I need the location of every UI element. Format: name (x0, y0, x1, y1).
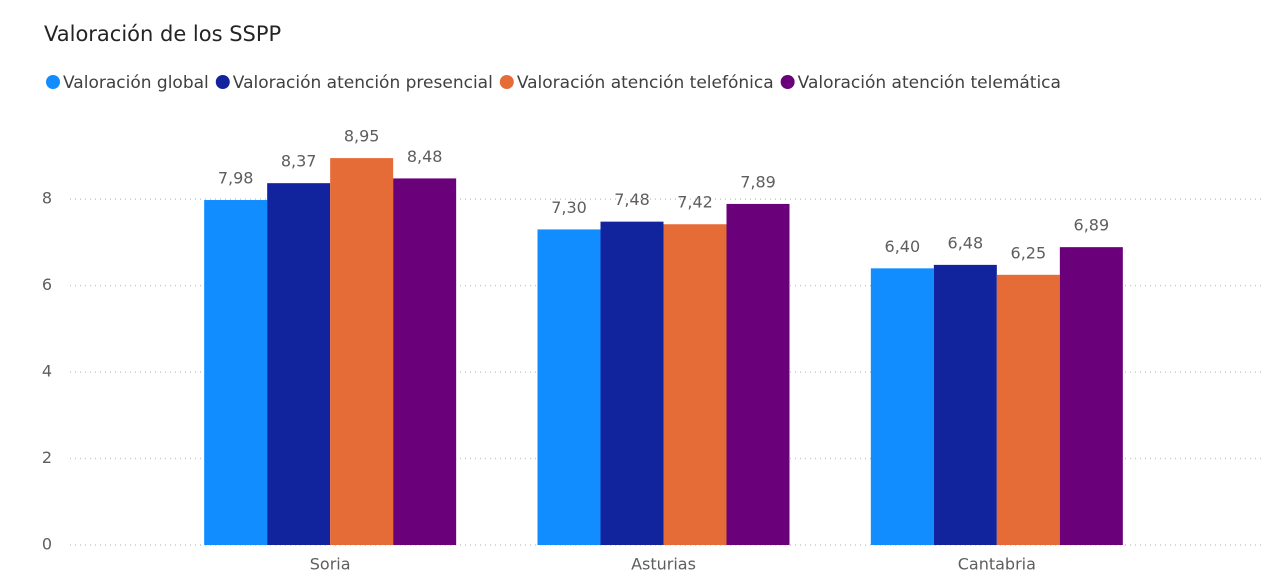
y-tick-label: 8 (42, 189, 52, 208)
bar (267, 183, 331, 545)
data-label: 7,89 (740, 172, 776, 191)
bar (600, 221, 664, 546)
data-label: 8,37 (281, 152, 317, 171)
x-tick-label: Cantabria (958, 555, 1036, 574)
data-label: 6,25 (1011, 243, 1047, 262)
legend-marker (46, 75, 60, 89)
bar (1059, 247, 1123, 545)
bar (204, 200, 268, 545)
data-label: 7,98 (218, 169, 254, 188)
x-tick-label: Asturias (631, 555, 696, 574)
legend-marker (780, 75, 795, 89)
legend-marker (499, 75, 514, 89)
data-label: 7,48 (614, 190, 650, 209)
legend-label: Valoración atención telefónica (517, 73, 774, 93)
y-tick-label: 4 (42, 362, 52, 381)
legend-label: Valoración atención telemática (798, 73, 1061, 93)
data-label: 6,48 (948, 233, 984, 252)
y-tick-label: 0 (42, 535, 52, 554)
legend-marker (215, 75, 230, 89)
data-label: 8,48 (407, 147, 443, 166)
bar (996, 274, 1060, 545)
y-tick-label: 2 (42, 448, 52, 467)
bar (393, 178, 457, 545)
data-label: 6,89 (1074, 216, 1110, 235)
bar (663, 224, 727, 546)
bar (726, 203, 790, 545)
y-tick-label: 6 (42, 275, 52, 294)
chart-title: Valoración de los SSPP (44, 22, 281, 46)
legend-label: Valoración atención presencial (233, 73, 493, 93)
data-label: 7,42 (677, 193, 713, 212)
bar (933, 264, 997, 545)
legend-label: Valoración global (63, 73, 209, 93)
bar (330, 158, 394, 546)
bar (870, 268, 934, 545)
data-label: 8,95 (344, 127, 380, 146)
bar (537, 229, 601, 546)
x-tick-label: Soria (310, 555, 351, 574)
data-label: 7,30 (551, 198, 587, 217)
data-label: 6,40 (885, 237, 921, 256)
